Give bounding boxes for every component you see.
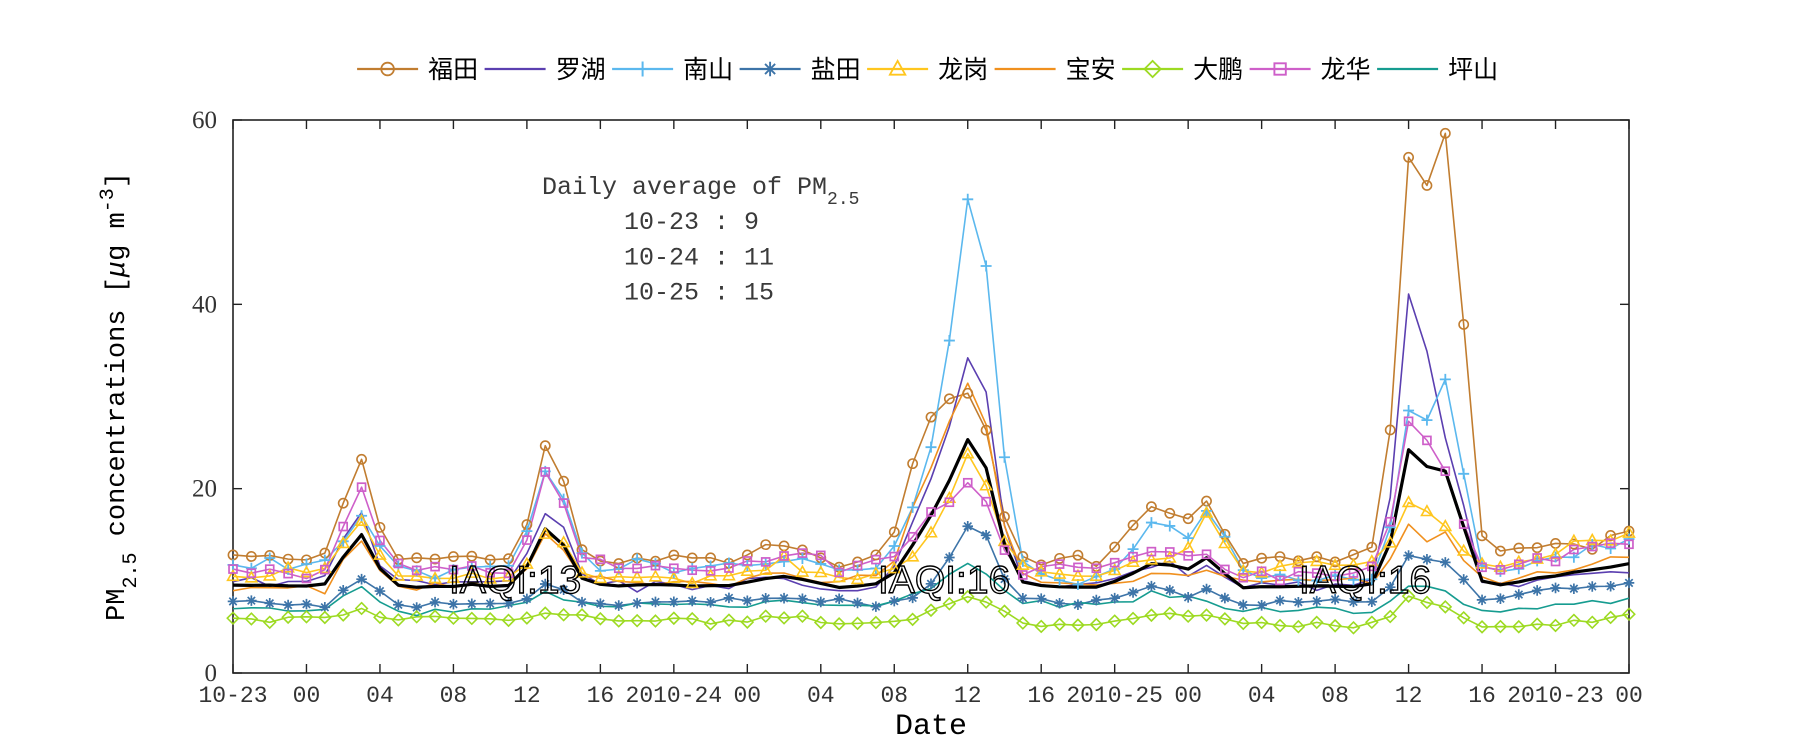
svg-text:00: 00 — [293, 683, 321, 709]
svg-text:2010-25: 2010-25 — [1066, 683, 1163, 709]
svg-text:08: 08 — [440, 683, 468, 709]
svg-text:2010-23: 2010-23 — [1507, 683, 1604, 709]
svg-text:40: 40 — [192, 291, 217, 318]
svg-text:20: 20 — [192, 476, 217, 503]
svg-text:宝安: 宝安 — [1066, 56, 1116, 84]
svg-text:10-25 : 15: 10-25 : 15 — [624, 279, 774, 308]
svg-text:10-24 : 11: 10-24 : 11 — [624, 243, 774, 272]
svg-text:龙岗: 龙岗 — [938, 56, 988, 84]
svg-text:08: 08 — [880, 683, 908, 709]
svg-text:Date: Date — [895, 710, 967, 744]
svg-text:04: 04 — [807, 683, 835, 709]
svg-text:坪山: 坪山 — [1448, 56, 1498, 84]
svg-text:IAQI:16: IAQI:16 — [878, 559, 1010, 602]
svg-text:IAQI:16: IAQI:16 — [1299, 559, 1431, 602]
svg-text:南山: 南山 — [683, 56, 733, 84]
svg-text:04: 04 — [366, 683, 394, 709]
svg-text:盐田: 盐田 — [811, 56, 861, 84]
svg-text:08: 08 — [1321, 683, 1349, 709]
svg-text:16: 16 — [1468, 683, 1496, 709]
svg-text:12: 12 — [954, 683, 982, 709]
svg-text:12: 12 — [1395, 683, 1423, 709]
svg-text:龙华: 龙华 — [1321, 56, 1371, 84]
svg-text:罗湖: 罗湖 — [556, 56, 606, 84]
svg-text:16: 16 — [1027, 683, 1055, 709]
svg-text:00: 00 — [1174, 683, 1202, 709]
svg-text:04: 04 — [1248, 683, 1276, 709]
svg-text:0: 0 — [205, 660, 218, 687]
svg-text:大鹏: 大鹏 — [1193, 56, 1243, 84]
svg-text:10-23 : 9: 10-23 : 9 — [624, 208, 759, 237]
svg-text:IAQI:13: IAQI:13 — [449, 559, 581, 602]
svg-text:00: 00 — [734, 683, 762, 709]
svg-text:2010-24: 2010-24 — [626, 683, 723, 709]
svg-text:00: 00 — [1615, 683, 1643, 709]
svg-text:60: 60 — [192, 107, 217, 134]
svg-text:12: 12 — [513, 683, 541, 709]
svg-text:16: 16 — [587, 683, 615, 709]
svg-text:福田: 福田 — [428, 56, 478, 84]
